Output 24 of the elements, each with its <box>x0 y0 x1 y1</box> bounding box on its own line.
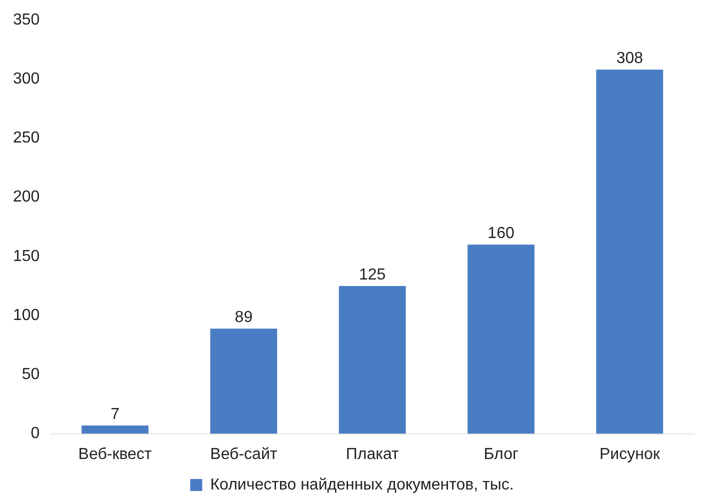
x-tick-label: Веб-сайт <box>210 446 278 463</box>
bar <box>596 70 664 434</box>
data-label: 89 <box>234 308 253 326</box>
x-tick-label: Веб-квест <box>78 446 152 463</box>
x-tick-label: Плакат <box>346 446 400 463</box>
y-tick-label: 350 <box>12 11 40 28</box>
x-tick-label: Блог <box>484 446 518 463</box>
bar <box>210 328 278 434</box>
y-tick-label: 250 <box>12 130 40 147</box>
bar <box>468 244 534 434</box>
y-tick-label: 300 <box>12 70 40 88</box>
y-tick-label: 100 <box>12 306 40 324</box>
data-label: 7 <box>110 406 120 423</box>
bar <box>82 426 148 434</box>
data-label: 160 <box>488 225 514 242</box>
y-tick-label: 200 <box>12 188 40 206</box>
legend-label: Количество найденных документов, тыс. <box>210 476 514 494</box>
bar <box>338 286 406 434</box>
data-label: 125 <box>358 266 386 284</box>
x-tick-label: Рисунок <box>600 446 661 463</box>
data-label: 308 <box>616 50 644 68</box>
y-tick-label: 0 <box>30 425 40 442</box>
y-tick-label: 50 <box>22 366 40 384</box>
y-tick-label: 150 <box>12 248 40 265</box>
